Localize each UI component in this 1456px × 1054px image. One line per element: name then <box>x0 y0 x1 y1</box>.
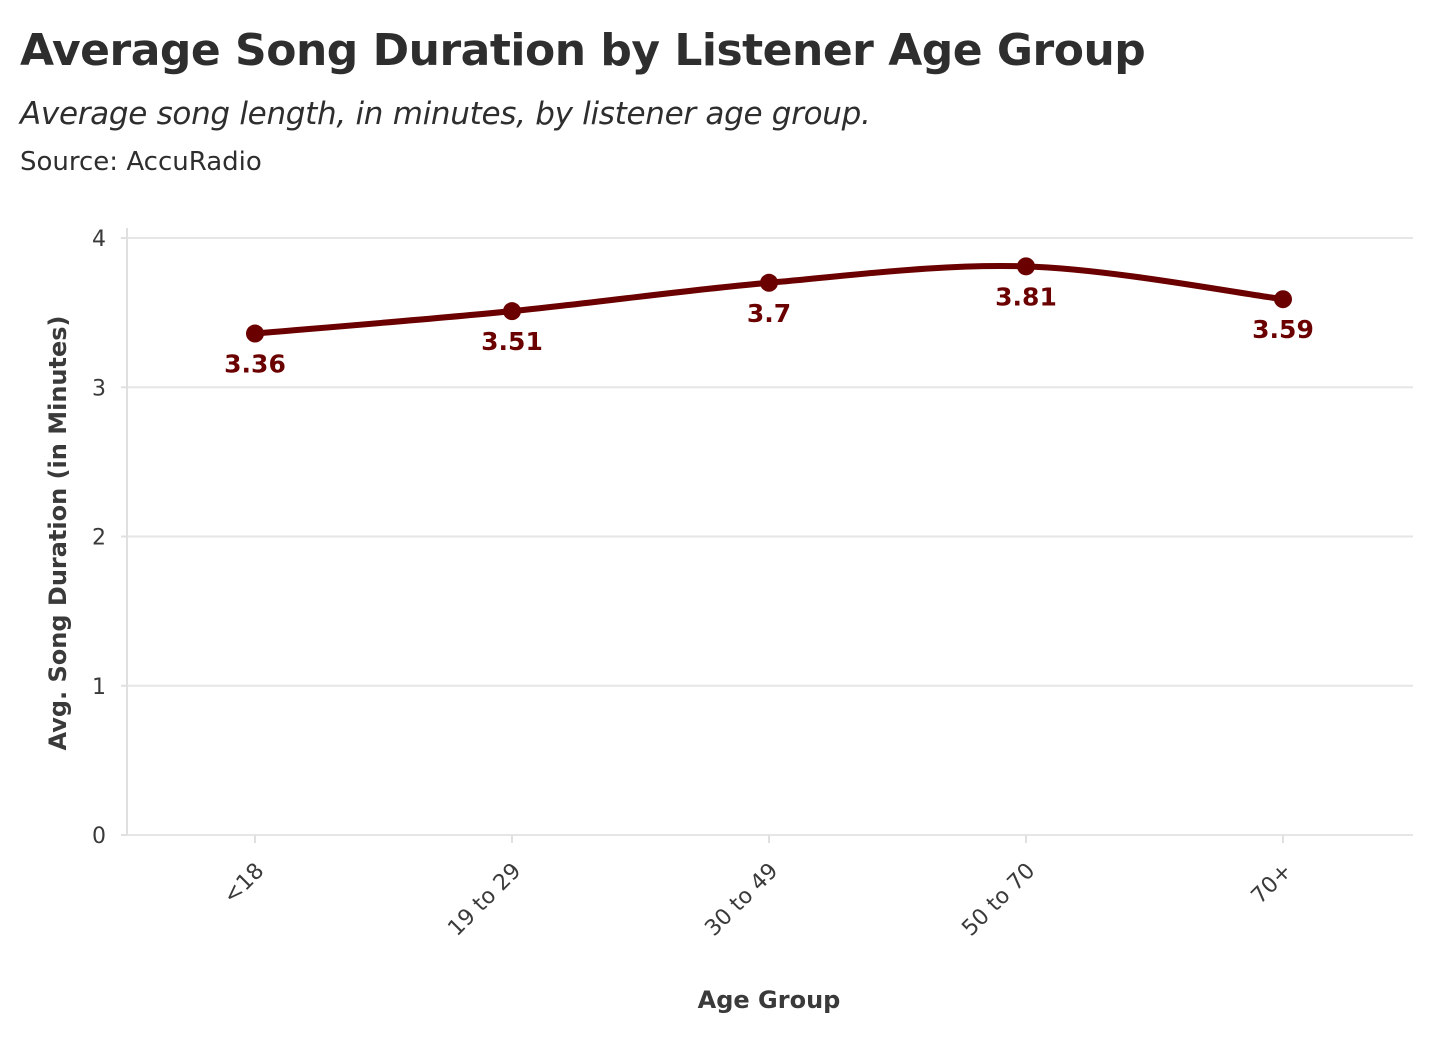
x-tick-labels: <18 19 to 29 30 to 49 50 to 70 70+ <box>219 859 1298 942</box>
x-tick-label: 19 to 29 <box>443 859 526 942</box>
chart-subtitle: Average song length, in minutes, by list… <box>20 96 871 132</box>
y-tick-label: 4 <box>92 227 106 252</box>
gridlines <box>127 237 1413 836</box>
y-tick-label: 3 <box>92 376 106 401</box>
data-point <box>503 302 521 321</box>
data-points <box>246 257 1292 343</box>
y-axis-title: Avg. Song Duration (in Minutes) <box>44 316 72 751</box>
chart-header: Average Song Duration by Listener Age Gr… <box>20 22 1436 180</box>
x-tick-label: 70+ <box>1247 859 1298 910</box>
data-point <box>760 273 778 292</box>
data-label: 3.59 <box>1252 315 1314 344</box>
x-tick-label: <18 <box>219 859 270 910</box>
x-axis-title: Age Group <box>698 986 841 1014</box>
data-label: 3.51 <box>481 327 543 356</box>
chart-title: Average Song Duration by Listener Age Gr… <box>20 25 1146 76</box>
x-tick-label: 50 to 70 <box>957 859 1040 942</box>
data-label: 3.7 <box>747 299 791 328</box>
y-tick-label: 2 <box>92 526 106 551</box>
data-label: 3.81 <box>995 282 1057 311</box>
y-tick-label: 1 <box>92 675 106 700</box>
data-label: 3.36 <box>224 350 286 379</box>
data-point <box>246 324 264 343</box>
y-tick-labels: 0 1 2 3 4 <box>92 227 106 849</box>
y-tick-label: 0 <box>92 824 106 849</box>
chart-source: Source: AccuRadio <box>20 147 262 177</box>
data-point <box>1274 290 1292 309</box>
x-tick-label: 30 to 49 <box>700 859 783 942</box>
data-point <box>1017 257 1035 276</box>
axes <box>121 228 1284 843</box>
data-labels: 3.36 3.51 3.7 3.81 3.59 <box>224 282 1314 378</box>
